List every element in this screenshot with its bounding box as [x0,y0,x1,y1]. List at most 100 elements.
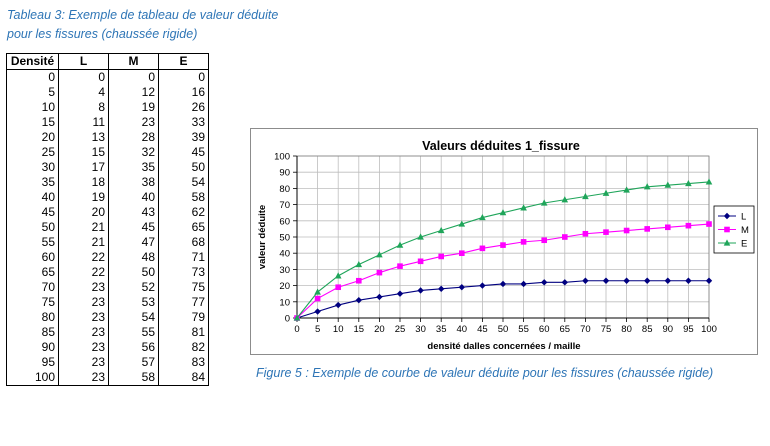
cell-e: 81 [158,325,209,340]
cell-m: 40 [108,190,159,205]
data-point [541,237,547,244]
table-row: 100 23 58 84 [6,370,209,386]
series-l [293,277,713,322]
data-point [479,213,486,221]
data-point [705,178,713,185]
table-row: 80 23 54 79 [6,310,209,325]
cell-density: 35 [6,175,59,190]
series-m [294,221,712,321]
cell-density: 100 [6,370,59,386]
cell-m: 19 [108,100,159,115]
data-point [376,251,383,258]
header-density: Densité [6,53,59,70]
chart-container: Valeurs déduites 1_fissure densité dalle… [250,128,758,355]
cell-density: 45 [6,205,59,220]
data-point [603,229,609,235]
table-row: 55 21 47 68 [6,235,209,250]
data-point [335,301,342,309]
table-row: 10 8 19 26 [6,100,209,115]
x-tick-label: 25 [395,324,406,335]
data-point [314,295,321,302]
header-e: E [158,53,209,70]
data-point [499,209,507,216]
table-row: 40 19 40 58 [6,190,209,205]
x-axis-label: densité dalles concernées / maille [427,341,580,352]
cell-density: 80 [6,310,59,325]
legend-label-m: M [741,225,749,236]
data-point [458,284,465,291]
data-point [602,277,610,284]
data-point [438,285,445,293]
cell-density: 25 [6,145,59,160]
y-tick-label: 40 [279,249,290,260]
table-caption: Tableau 3: Exemple de tableau de valeur … [7,6,337,44]
header-m: M [108,53,159,70]
cell-m: 23 [108,115,159,130]
x-tick-label: 50 [498,324,509,335]
table-row: 60 22 48 71 [6,250,209,265]
data-point [397,263,403,269]
data-point [623,186,630,193]
table-row: 20 13 28 39 [6,130,209,145]
table-caption-line-2: pour les fissures (chaussée rigide) [7,27,198,41]
cell-l: 8 [58,100,109,115]
cell-l: 19 [58,190,109,205]
cell-e: 71 [158,250,209,265]
cell-density: 40 [6,190,59,205]
cell-e: 77 [158,295,209,310]
data-point [334,272,342,279]
table-caption-line-1: Tableau 3: Exemple de tableau de valeur … [7,8,279,22]
x-tick-label: 55 [518,324,529,335]
data-point [665,224,671,231]
cell-e: 83 [158,355,209,370]
table-header-row: Densité L M E [6,53,209,70]
data-point [417,287,424,294]
cell-e: 79 [158,310,209,325]
y-tick-label: 20 [279,281,290,292]
x-tick-label: 60 [539,324,550,335]
cell-m: 28 [108,130,159,145]
cell-e: 68 [158,235,209,250]
table-row: 70 23 52 75 [6,280,209,295]
data-point [479,245,486,252]
x-tick-label: 35 [436,324,447,335]
cell-m: 53 [108,295,159,310]
cell-l: 23 [58,325,109,340]
data-point [355,296,362,304]
table-row: 85 23 55 81 [6,325,209,340]
table-body: 0 0 0 0 5 4 12 16 10 8 19 26 15 11 23 33 20 13 28 39 25 15 32 4… [6,69,209,386]
x-tick-label: 20 [374,324,385,335]
legend-marker [723,212,731,220]
x-tick-label: 75 [601,324,612,335]
y-tick-label: 90 [279,168,290,179]
data-point [602,189,610,196]
cell-density: 70 [6,280,59,295]
cell-l: 23 [58,295,109,310]
data-point [499,280,507,288]
table-row: 30 17 35 50 [6,160,209,175]
cell-l: 13 [58,130,109,145]
table-row: 50 21 45 65 [6,220,209,235]
cell-l: 23 [58,370,109,386]
cell-density: 65 [6,265,59,280]
table-row: 45 20 43 62 [6,205,209,220]
table-row: 25 15 32 45 [6,145,209,160]
data-point [376,293,383,301]
cell-l: 23 [58,355,109,370]
x-tick-label: 30 [415,324,426,335]
cell-density: 90 [6,340,59,355]
cell-l: 21 [58,220,109,235]
line-chart: Valeurs déduites 1_fissure densité dalle… [257,139,755,352]
cell-e: 62 [158,205,209,220]
cell-l: 11 [58,115,109,130]
legend-marker [724,226,730,233]
data-point [623,277,630,284]
x-tick-label: 5 [315,324,320,335]
data-point [417,258,424,265]
data-point [396,241,404,248]
data-point [623,227,630,234]
x-tick-label: 100 [701,324,717,335]
data-point [314,308,321,315]
cell-density: 0 [6,69,59,85]
cell-m: 0 [108,69,159,85]
